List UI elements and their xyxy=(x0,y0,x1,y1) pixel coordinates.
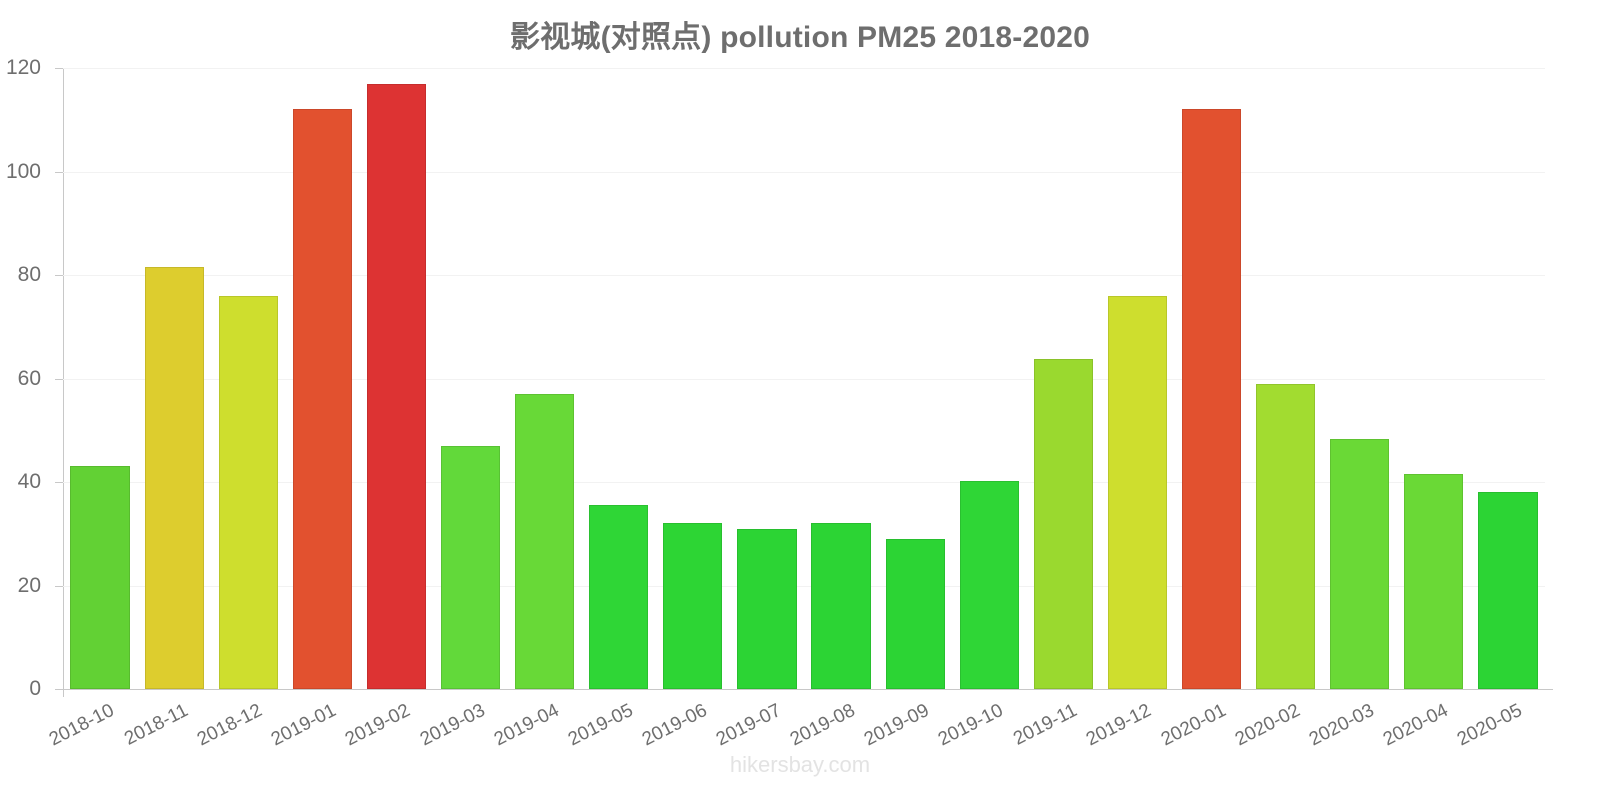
bar[interactable] xyxy=(1256,383,1316,689)
gridline xyxy=(63,171,1545,173)
bar[interactable] xyxy=(1033,359,1093,689)
gridline xyxy=(63,585,1545,587)
y-axis-tick-mark xyxy=(55,689,64,690)
bar[interactable] xyxy=(144,267,204,689)
y-axis-tick-mark xyxy=(55,482,64,483)
gridline xyxy=(63,378,1545,380)
bar[interactable] xyxy=(292,109,352,689)
bar[interactable] xyxy=(959,480,1019,689)
y-axis-tick-mark xyxy=(55,585,64,587)
y-axis-tick-mark xyxy=(55,171,64,173)
y-axis-line xyxy=(63,68,64,697)
bar[interactable] xyxy=(1330,438,1390,689)
bar[interactable] xyxy=(1107,295,1168,689)
gridline xyxy=(63,68,1545,69)
bar[interactable] xyxy=(589,505,649,689)
bar[interactable] xyxy=(1181,109,1242,689)
bar[interactable] xyxy=(515,394,575,689)
y-axis-tick-label: 40 xyxy=(17,470,41,493)
bar[interactable] xyxy=(70,466,130,689)
plot-area xyxy=(63,68,1545,689)
gridline xyxy=(63,275,1545,276)
bar[interactable] xyxy=(811,523,871,689)
y-axis-tick-label: 20 xyxy=(17,573,41,597)
bar[interactable] xyxy=(218,295,278,689)
x-axis-line xyxy=(55,689,1553,690)
y-axis-tick-label: 120 xyxy=(5,56,41,79)
bar[interactable] xyxy=(1404,473,1464,689)
y-axis-tick-mark xyxy=(55,275,64,276)
bar[interactable] xyxy=(1478,492,1538,689)
y-axis-tick-label: 60 xyxy=(17,366,41,390)
gridline xyxy=(63,482,1545,483)
y-axis-tick-label: 0 xyxy=(29,677,41,700)
y-axis-tick-label: 80 xyxy=(17,263,41,286)
bar[interactable] xyxy=(663,523,723,689)
bar[interactable] xyxy=(737,528,797,689)
chart-title: 影视城(对照点) pollution PM25 2018-2020 xyxy=(509,21,1091,54)
y-axis-tick-mark xyxy=(55,68,64,69)
y-axis-tick-label: 100 xyxy=(5,159,41,183)
y-axis-tick-mark xyxy=(55,378,64,380)
bar[interactable] xyxy=(366,83,427,689)
bar[interactable] xyxy=(440,445,501,689)
bar[interactable] xyxy=(885,538,945,689)
source-watermark: hikersbay.com xyxy=(729,752,871,777)
